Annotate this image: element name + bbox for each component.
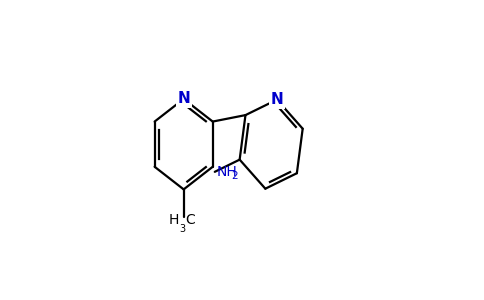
Text: 2: 2 bbox=[231, 171, 238, 181]
Text: N: N bbox=[271, 92, 283, 107]
Text: H: H bbox=[169, 213, 179, 227]
Text: 3: 3 bbox=[179, 224, 185, 234]
Text: NH: NH bbox=[216, 165, 237, 179]
Text: N: N bbox=[177, 92, 190, 106]
Text: C: C bbox=[185, 213, 195, 227]
